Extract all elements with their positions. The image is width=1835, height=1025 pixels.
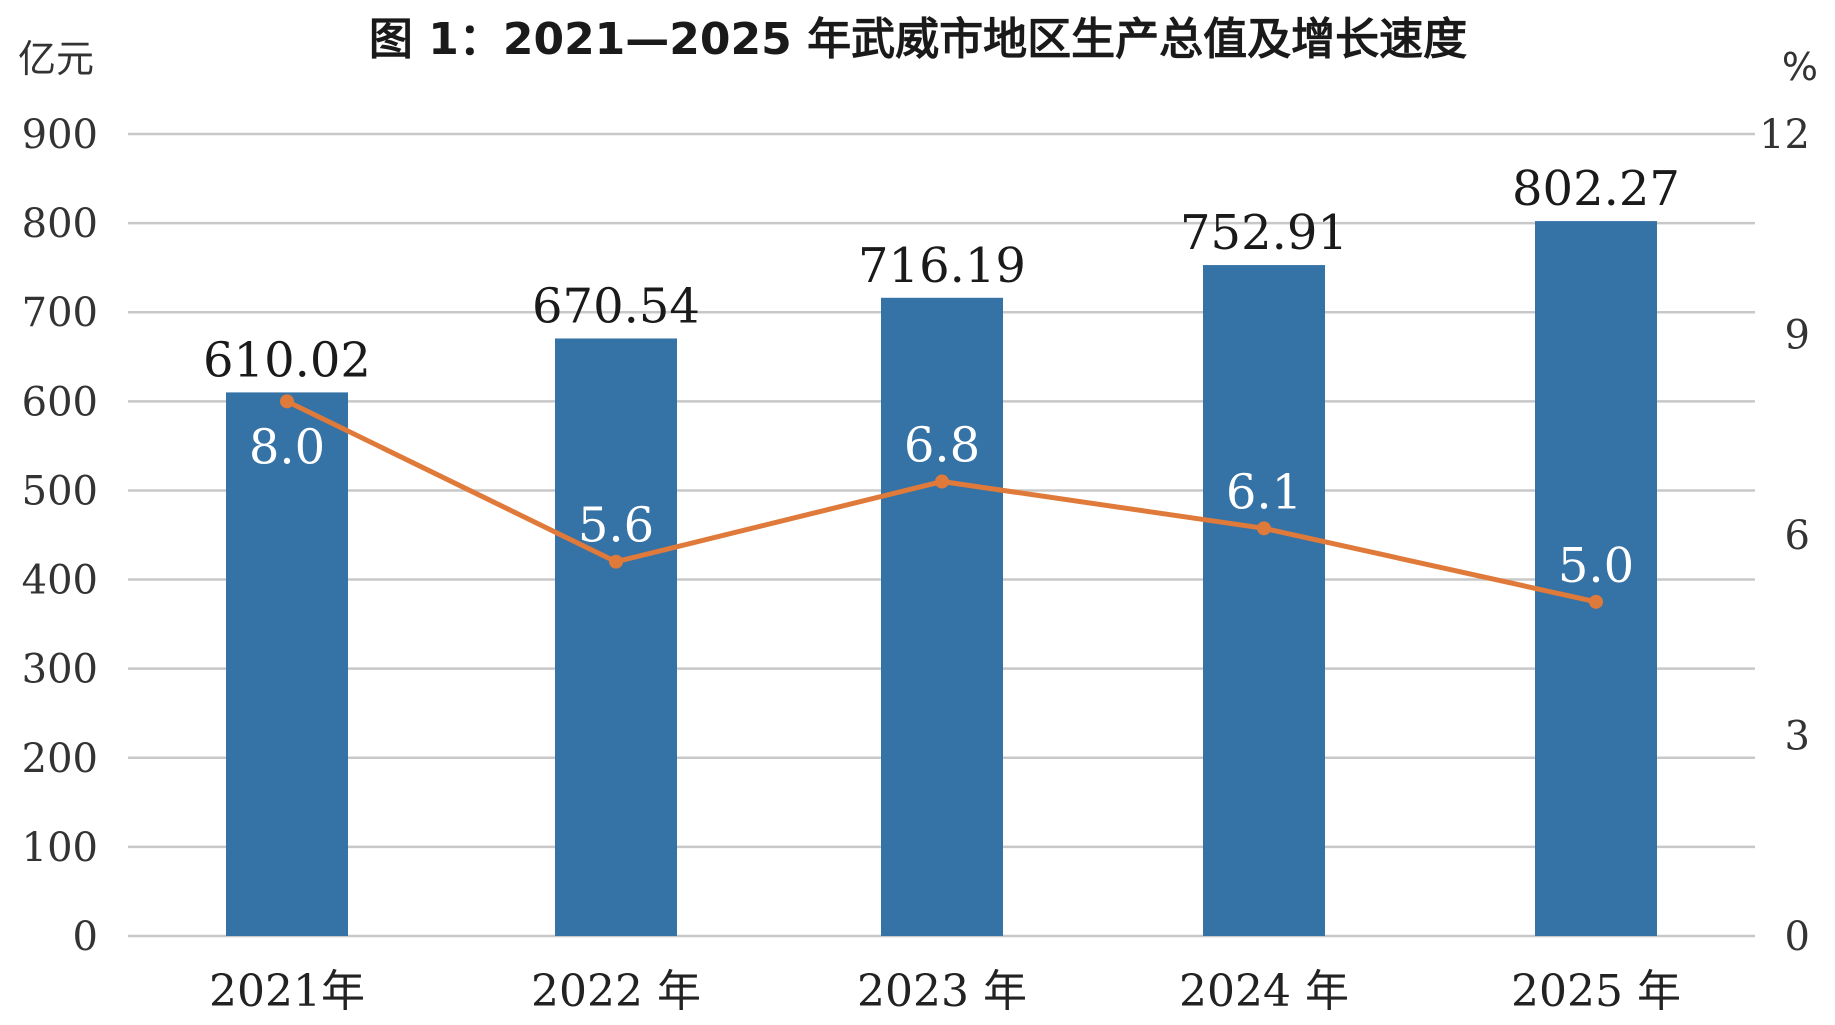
left-tick-label: 600 [22,379,98,425]
right-tick-label: 6 [1785,513,1810,559]
growth-point [609,554,623,569]
left-axis-unit: 亿元 [18,37,94,81]
bar [881,297,1003,936]
left-tick-label: 0 [73,914,98,960]
left-tick-label: 900 [22,112,98,158]
bar-value-label: 752.91 [1180,205,1348,261]
bar [1203,265,1325,936]
growth-value-label: 8.0 [249,419,325,475]
x-tick-label: 2023 年 [857,966,1027,1017]
x-axis-ticks: 2021年 2022 年 2023 年 2024 年 2025 年 [209,966,1681,1017]
right-tick-label: 3 [1785,714,1810,760]
bar-value-label: 802.27 [1512,161,1680,217]
left-axis-ticks: 0 100 200 300 400 500 600 700 800 900 [22,112,98,960]
bar-value-label: 670.54 [532,278,700,334]
growth-value-label: 6.1 [1226,464,1302,520]
growth-point [1257,521,1271,536]
right-tick-label: 12 [1759,112,1810,158]
chart-title: 图 1：2021—2025 年武威市地区生产总值及增长速度 [369,14,1467,65]
growth-point [935,474,949,489]
bar [1535,221,1657,937]
left-tick-label: 700 [22,290,98,336]
left-tick-label: 500 [22,468,98,514]
x-tick-label: 2024 年 [1179,966,1349,1017]
bar-value-label: 610.02 [203,332,371,388]
bar [555,338,677,936]
bar-value-label: 716.19 [858,238,1026,294]
x-tick-label: 2025 年 [1511,966,1681,1017]
right-axis-ticks: 0 3 6 9 12 [1759,112,1810,960]
growth-point [1589,594,1603,609]
x-tick-label: 2022 年 [531,966,701,1017]
right-tick-label: 9 [1785,313,1810,359]
growth-value-label: 5.6 [578,498,654,554]
left-tick-label: 100 [22,825,98,871]
growth-value-label: 5.0 [1558,538,1634,594]
bar [226,392,348,936]
bar-series: 610.02 670.54 716.19 752.91 802.27 [203,161,1680,937]
x-tick-label: 2021年 [209,966,365,1017]
left-tick-label: 400 [22,558,98,604]
left-tick-label: 200 [22,736,98,782]
growth-point [280,394,294,409]
right-axis-unit: % [1782,45,1818,89]
left-tick-label: 300 [22,647,98,693]
right-tick-label: 0 [1785,914,1810,960]
growth-value-label: 6.8 [904,418,980,474]
line-series: 8.0 5.6 6.8 6.1 5.0 [249,394,1634,609]
left-tick-label: 800 [22,201,98,247]
